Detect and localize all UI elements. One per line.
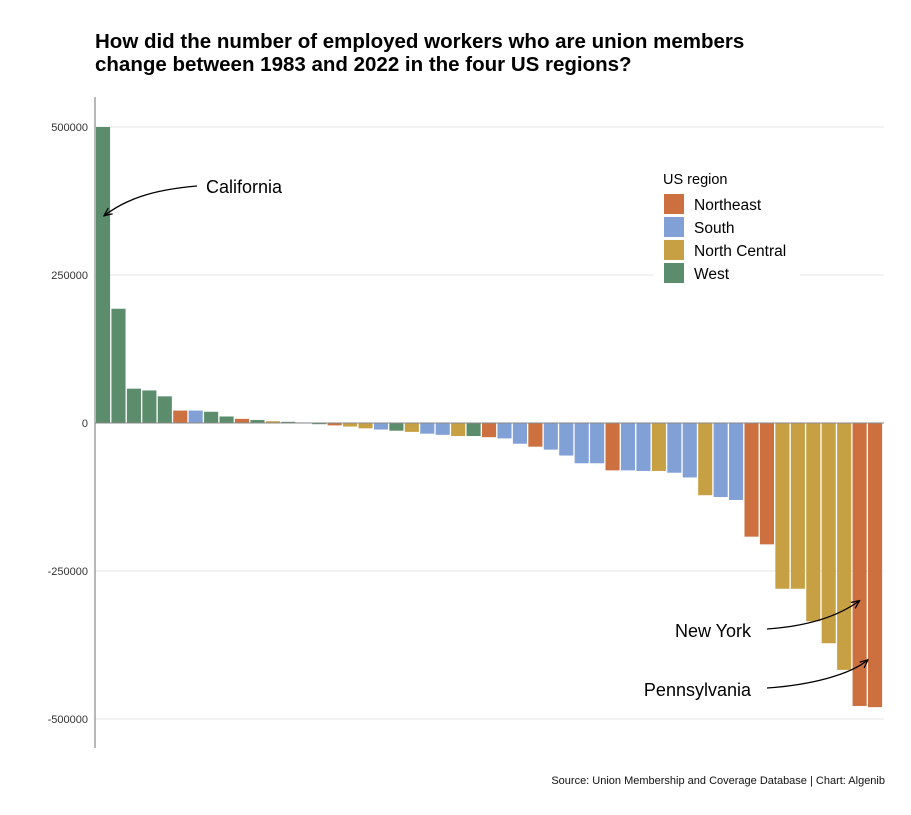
y-tick-label: -250000 [48,566,88,578]
y-tick-label: 0 [82,418,88,430]
y-tick-label: 500000 [51,122,88,134]
bar [821,423,836,644]
annotations: California New York Pennsylvania [104,177,868,700]
bar [868,423,883,708]
bar [327,423,342,426]
bar [111,308,126,423]
y-tick-label: -500000 [48,714,88,726]
annotation-arrow [766,660,868,689]
bar [605,423,620,471]
bar [173,410,188,423]
bar [759,423,775,545]
bar [729,423,744,500]
legend-swatch [664,217,684,237]
bar [512,423,527,444]
legend-entry-label: Northeast [694,197,762,214]
chart-title: How did the number of employed workers w… [95,30,895,76]
bar [497,423,512,439]
bar [420,423,435,434]
bar [373,423,389,430]
source-note: Source: Union Membership and Coverage Da… [551,775,885,787]
bar [713,423,728,497]
bar [96,127,111,423]
bar [157,396,172,423]
bar [620,423,636,471]
annotation-arrow [104,185,198,216]
bar [466,423,481,437]
bar [559,423,574,456]
bar [219,416,234,423]
bar [682,423,697,478]
bar [265,421,280,423]
bar [744,423,759,537]
axes: 500000 250000 0 -250000 -500000 [48,97,884,748]
legend-swatch [664,263,684,283]
bar [775,423,790,589]
bar [234,418,250,423]
bar [389,423,404,431]
bar [837,423,852,670]
bar [698,423,713,496]
bar [852,423,867,706]
bar [790,423,805,589]
bar [343,423,358,427]
bar [806,423,821,622]
bar [543,423,558,450]
bar [636,423,651,471]
annotation-label: New York [675,621,752,641]
legend-entry-label: North Central [694,243,786,260]
bar [250,420,265,423]
bars [96,127,883,708]
bar [312,423,327,425]
bar [590,423,605,464]
bar [358,423,373,429]
y-tick-label: 250000 [51,270,88,282]
bar [651,423,666,471]
bar [435,423,450,435]
bar [126,388,141,423]
legend: US region Northeast South North Central West [654,164,800,286]
legend-entry-label: South [694,220,735,237]
annotation-arrow [766,601,860,630]
bar [528,423,543,447]
legend-swatch [664,194,684,214]
legend-entry-label: West [694,266,730,283]
bar [667,423,682,473]
legend-swatch [664,240,684,260]
bar [142,390,157,423]
chart-title-line-2: change between 1983 and 2022 in the four… [95,53,632,76]
bar [482,423,497,438]
bar [451,423,466,437]
bar [404,423,419,432]
bar [204,411,219,423]
annotation-label: Pennsylvania [644,680,752,700]
chart-title-line-1: How did the number of employed workers w… [95,30,745,53]
bar [188,410,203,423]
bar [281,421,296,423]
bar [574,423,589,464]
annotation-label: California [206,177,283,197]
legend-title: US region [663,172,727,188]
